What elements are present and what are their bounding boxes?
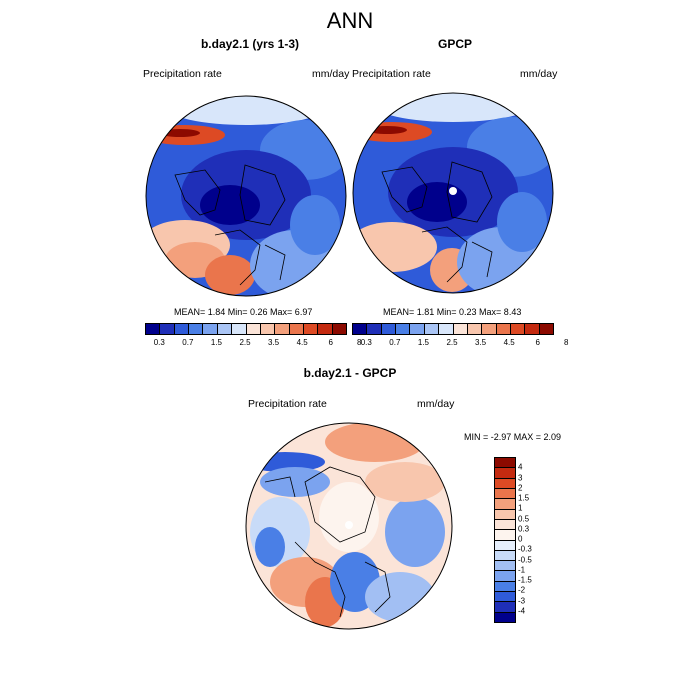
panel-2-map [352,92,554,294]
colorbar-tick-label: 0.3 [518,524,530,534]
colorbar-swatch [410,324,425,334]
colorbar-swatch [232,324,247,334]
colorbar-tick-label: 1.5 [518,493,530,503]
colorbar-swatch [424,324,440,334]
panel-1-stats: MEAN= 1.84 Min= 0.26 Max= 6.97 [174,307,313,317]
colorbar-swatch [467,324,483,334]
panel-2-colorbar-labels: 0.3 0.7 1.5 2.5 3.5 4.5 6 8 [352,338,569,350]
panel-2-stats: MEAN= 1.81 Min= 0.23 Max= 8.43 [383,307,522,317]
diff-panel-map [245,422,453,630]
panel-2-title: GPCP [437,37,472,51]
colorbar-swatch [495,550,515,562]
colorbar-swatch [525,324,540,334]
colorbar-tick-label: 6 [328,338,333,347]
colorbar-swatch [174,324,190,334]
colorbar-tick-label: 2 [518,483,523,493]
colorbar-swatch [495,488,515,500]
colorbar-tick-label: 0.3 [360,338,372,347]
panel-1-colorbar-labels: 0.3 0.7 1.5 2.5 3.5 4.5 6 8 [145,338,362,350]
colorbar-swatch [482,324,497,334]
colorbar-swatch [496,324,511,334]
colorbar-swatch [495,499,515,510]
colorbar-swatch [381,324,397,334]
colorbar-swatch [495,509,515,520]
colorbar-tick-label: -1.5 [518,575,532,585]
figure-title: ANN [326,8,374,33]
colorbar-tick-label: 1.5 [210,338,222,347]
colorbar-tick-label: 1.5 [417,338,429,347]
colorbar-swatch [510,324,526,334]
colorbar-tick-label: 1 [518,503,523,513]
colorbar-tick-label: 4 [518,462,523,472]
colorbar-swatch [275,324,290,334]
colorbar-swatch [353,324,368,334]
diff-panel-minmax: MIN = -2.97 MAX = 2.09 [464,432,562,442]
panel-2-variable-label: Precipitation rate [352,68,431,80]
colorbar-tick-label: 4.5 [296,338,308,347]
colorbar-swatch [495,540,515,551]
colorbar-tick-label: 0.7 [182,338,194,347]
colorbar-swatch [146,324,161,334]
colorbar-tick-label: 4.5 [503,338,515,347]
colorbar-swatch [439,324,454,334]
colorbar-tick-label: 2.5 [239,338,251,347]
colorbar-swatch [217,324,233,334]
colorbar-tick-label: 3.5 [475,338,487,347]
colorbar-swatch [495,478,515,489]
diff-panel-units-label: mm/day [417,398,455,410]
colorbar-swatch [495,581,515,593]
colorbar-swatch [203,324,218,334]
colorbar-swatch [495,561,515,572]
colorbar-tick-label: 0.7 [389,338,401,347]
colorbar-swatch [495,519,515,531]
colorbar-tick-label: 2.5 [446,338,458,347]
diff-colorbar-labels: 4 3 2 1.5 1 0.5 0.3 0 -0.3 -0.5 -1 -1.5 -2 -3 -4 [518,457,558,621]
colorbar-tick-label: -4 [518,606,526,616]
diff-panel-title: b.day2.1 - GPCP [303,366,397,380]
colorbar-swatch [495,468,515,479]
colorbar-tick-label: -3 [518,596,526,605]
panel-1-variable-label: Precipitation rate [143,68,222,80]
colorbar-tick-label: 6 [535,338,540,347]
colorbar-tick-label: -0.3 [518,544,532,554]
colorbar-swatch [495,602,515,613]
colorbar-swatch [495,530,515,541]
colorbar-swatch [246,324,261,334]
colorbar-swatch [495,571,515,582]
colorbar-swatch [318,324,333,334]
colorbar-swatch [367,324,382,334]
diff-panel-variable-label: Precipitation rate [248,398,327,410]
colorbar-swatch [303,324,319,334]
colorbar-swatch [332,324,347,334]
colorbar-swatch [495,592,515,603]
colorbar-swatch [260,324,276,334]
colorbar-tick-label: 0.3 [153,338,165,347]
panel-2-colorbar [352,323,554,335]
panel-1-colorbar [145,323,347,335]
colorbar-tick-label: -2 [518,585,526,595]
panel-1-units-label: mm/day [312,68,350,80]
diff-colorbar [494,457,516,623]
colorbar-swatch [160,324,175,334]
panel-1-title: b.day2.1 (yrs 1-3) [200,37,300,51]
colorbar-swatch [189,324,204,334]
colorbar-swatch [289,324,304,334]
colorbar-tick-label: 0.5 [518,514,530,523]
colorbar-tick-label: 0 [518,534,523,544]
colorbar-swatch [495,612,515,622]
colorbar-tick-label: -1 [518,565,526,575]
colorbar-swatch [539,324,554,334]
panel-1-map [145,95,347,297]
colorbar-tick-label: 8 [357,338,362,347]
colorbar-tick-label: 8 [564,338,569,347]
colorbar-tick-label: 3 [518,473,523,482]
colorbar-swatch [396,324,411,334]
panel-2-units-label: mm/day [520,68,558,80]
colorbar-swatch [453,324,468,334]
colorbar-tick-label: 3.5 [268,338,280,347]
colorbar-swatch [495,458,515,469]
colorbar-tick-label: -0.5 [518,555,532,564]
